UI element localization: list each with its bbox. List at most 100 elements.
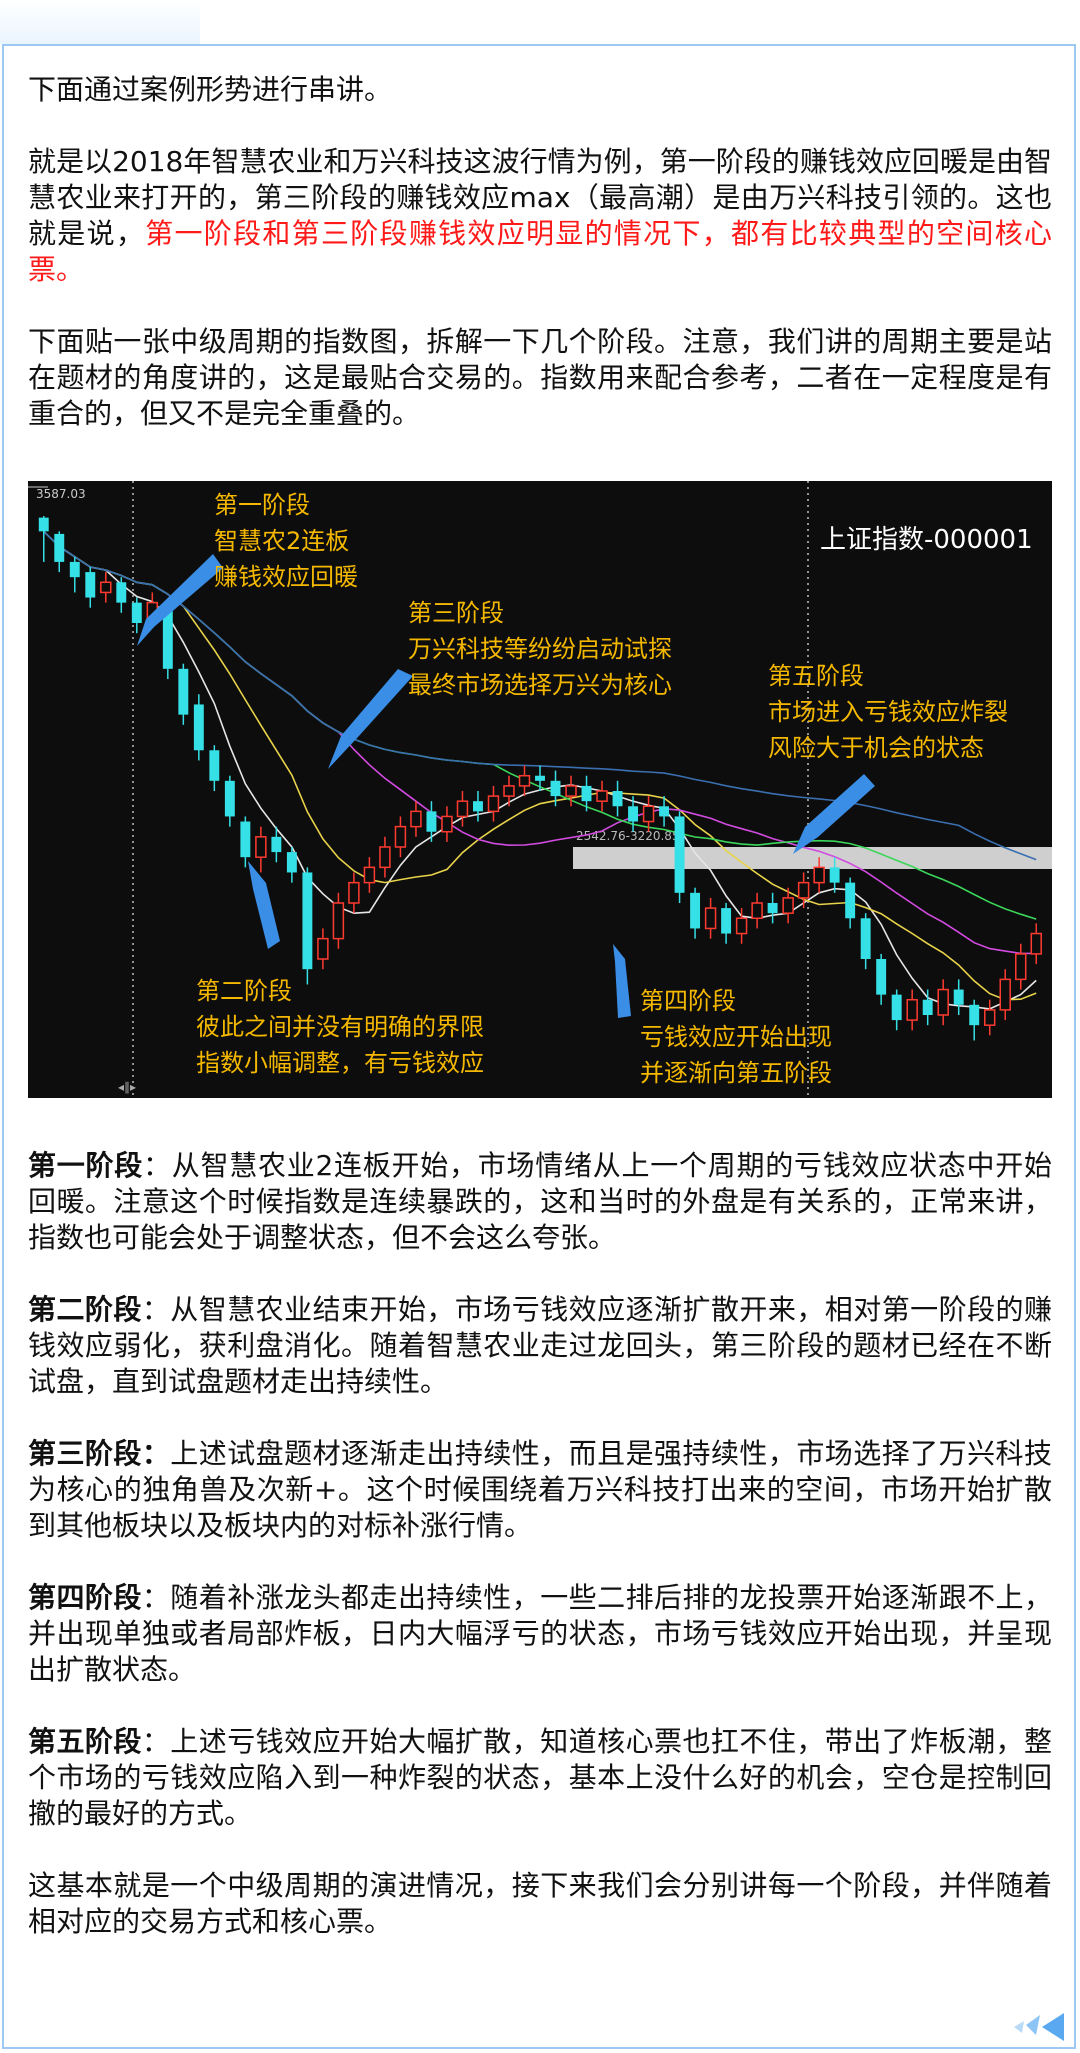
candle-body — [487, 795, 500, 813]
candle-body — [317, 937, 329, 960]
section-text: 上述试盘题材逐渐走出持续性，而且是强持续性，市场选择了万兴科技为核心的独角兽及次… — [28, 1437, 1052, 1542]
range-band — [573, 847, 1052, 869]
stage-1-line-3: 赚钱效应回暖 — [214, 563, 358, 591]
candle-body — [348, 881, 360, 904]
candle-body — [659, 806, 670, 817]
candle-body — [426, 811, 437, 832]
section-text: 上述亏钱效应开始大幅扩散，知道核心票也扛不住，带出了炸板潮，整个市场的亏钱效应陷… — [28, 1725, 1052, 1830]
candle-body — [581, 785, 592, 802]
candle-body — [999, 978, 1011, 1011]
annotation-arrows — [137, 554, 875, 1018]
candle-body — [628, 806, 639, 822]
stage-2-line-2: 彼此之间并没有明确的界限 — [196, 1013, 484, 1041]
candle-body — [255, 836, 267, 858]
stage-2-title: 第二阶段 — [196, 977, 292, 1005]
article-body-bottom: 第一阶段：从智慧农业2连板开始，市场情绪从上一个周期的亏钱效应状态中开始回暖。注… — [28, 1148, 1052, 1940]
candle-body — [674, 816, 685, 893]
arrow-stage-3 — [328, 669, 413, 769]
arrow-stage-4 — [613, 944, 631, 1018]
candle-body — [302, 872, 313, 970]
section-sep: ： — [143, 1149, 172, 1182]
candle-body — [38, 517, 49, 532]
candle-body — [612, 791, 623, 807]
candle-body — [363, 866, 376, 884]
candle-body — [441, 815, 453, 833]
article-body-top: 下面通过案例形势进行串讲。 就是以2018年智慧农业和万兴科技这波行情为例，第一… — [28, 72, 1052, 432]
candle-body — [456, 800, 469, 818]
case-text: 就是以2018年智慧农业和万兴科技这波行情为例，第一阶段的赚钱效应回暖是由智慧农… — [28, 145, 1052, 250]
section-stage-3: 第三阶段：上述试盘题材逐渐走出持续性，而且是强持续性，市场选择了万兴科技为核心的… — [28, 1436, 1052, 1544]
index-chart: 3587.03 2542.76-3220.85 上证指数-000001 ◂∥▸ … — [28, 481, 1052, 1098]
candle-body — [751, 902, 763, 920]
section-label: 第四阶段 — [28, 1581, 142, 1614]
candle-body — [906, 998, 918, 1021]
top-accent-bar — [0, 0, 200, 44]
chart-title: 上证指数-000001 — [820, 525, 1033, 555]
section-text: 从智慧农业结束开始，市场亏钱效应逐渐扩散开来，相对第一阶段的赚钱效应弱化，获利盘… — [28, 1293, 1052, 1398]
stage-1-title: 第一阶段 — [214, 491, 310, 519]
section-label: 第五阶段 — [28, 1725, 142, 1758]
section-label: 第三阶段： — [28, 1437, 171, 1470]
case-paragraph: 就是以2018年智慧农业和万兴科技这波行情为例，第一阶段的赚钱效应回暖是由智慧农… — [28, 144, 1052, 288]
candle-body — [797, 881, 810, 899]
stage-3-line-2: 万兴科技等纷纷启动试探 — [408, 635, 672, 663]
candle-body — [782, 897, 794, 914]
high-label: 3587.03 — [36, 487, 86, 501]
candle-body — [704, 907, 717, 930]
stage-4-title: 第四阶段 — [640, 987, 736, 1015]
candle-body — [535, 775, 545, 781]
candle-body — [286, 852, 297, 873]
candle-body — [891, 994, 902, 1021]
candle-body — [178, 668, 189, 715]
candle-body — [1030, 932, 1042, 955]
candle-body — [193, 704, 204, 751]
candle-body — [224, 780, 235, 817]
article-frame — [2, 44, 1076, 2049]
candle-body — [565, 785, 577, 797]
conclusion-text: 这基本就是一个中级周期的演进情况，接下来我们会分别讲每一个阶段，并伴随着相对应的… — [28, 1869, 1052, 1938]
arrow-stage-2 — [248, 861, 280, 949]
candle-body — [642, 805, 655, 823]
candle-body — [473, 801, 483, 812]
candle-body — [240, 821, 251, 858]
candles — [38, 516, 1042, 1041]
section-text: 随着补涨龙头都走出持续性，一些二排后排的龙投票开始逐渐跟不上，并出现单独或者局部… — [28, 1581, 1052, 1686]
candle-body — [100, 581, 112, 594]
candle-body — [410, 810, 422, 828]
section-label: 第一阶段 — [28, 1149, 143, 1182]
candle-body — [937, 988, 949, 1016]
stage-5-title: 第五阶段 — [768, 662, 864, 690]
intro-text: 下面通过案例形势进行串讲。 — [28, 73, 393, 106]
section-sep: ： — [141, 1581, 171, 1614]
candle-body — [969, 1004, 980, 1026]
candle-body — [953, 989, 964, 1005]
stage-3-line-3: 最终市场选择万兴为核心 — [408, 671, 672, 699]
candle-body — [85, 572, 96, 598]
stage-5-line-2: 市场进入亏钱效应炸裂 — [768, 698, 1008, 726]
stage-3-title: 第三阶段 — [408, 599, 504, 627]
candle-body — [69, 561, 80, 578]
range-label: 2542.76-3220.85 — [576, 829, 680, 843]
candle-body — [767, 903, 778, 914]
stage-4-line-2: 亏钱效应开始出现 — [640, 1023, 832, 1051]
candle-body — [271, 836, 282, 853]
candle-body — [54, 533, 65, 562]
candle-body — [596, 790, 608, 802]
candle-body — [550, 780, 561, 797]
candle-body — [503, 785, 515, 797]
section-stage-2: 第二阶段：从智慧农业结束开始，市场亏钱效应逐渐扩散开来，相对第一阶段的赚钱效应弱… — [28, 1292, 1052, 1400]
candle-body — [735, 917, 748, 935]
section-sep: ： — [141, 1293, 171, 1326]
section-stage-5: 第五阶段：上述亏钱效应开始大幅扩散，知道核心票也扛不住，带出了炸板潮，整个市场的… — [28, 1724, 1052, 1832]
candle-body — [1015, 953, 1027, 981]
case-highlight: 第一阶段和第三阶段赚钱效应明显的情况下，都有比较典型的空间核心票。 — [28, 217, 1052, 286]
candle-body — [876, 959, 887, 995]
section-label: 第二阶段 — [28, 1293, 142, 1326]
candle-body — [116, 582, 127, 603]
ma10-line — [43, 530, 1037, 1001]
candle-body — [829, 867, 840, 883]
arrow-stage-1 — [137, 554, 223, 646]
section-sep: ： — [141, 1725, 171, 1758]
arrow-stage-5 — [793, 774, 875, 854]
candle-body — [131, 602, 142, 623]
